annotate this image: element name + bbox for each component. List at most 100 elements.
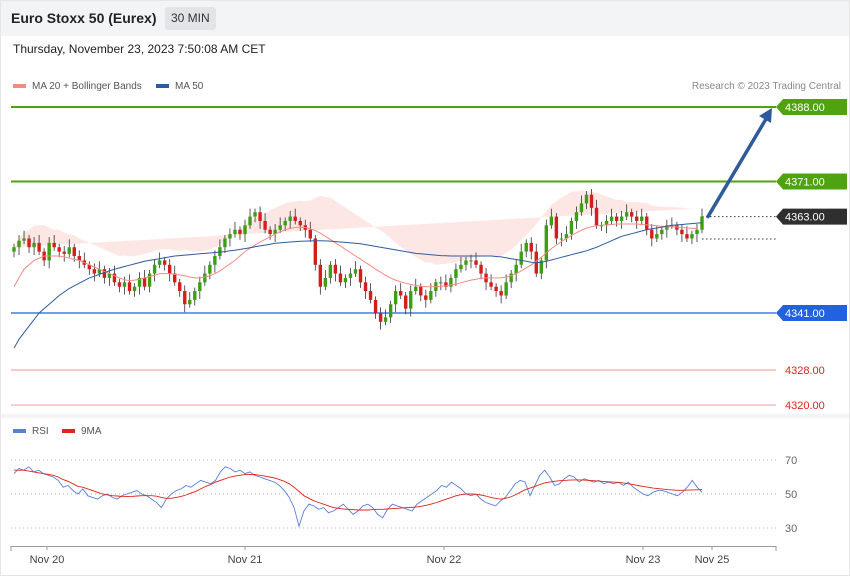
candle [665,219,669,238]
candle-body [554,216,559,239]
candle-body [72,247,76,257]
candle-body [268,229,272,235]
timeframe-button[interactable]: 30 MIN [165,7,216,30]
candle-body [253,212,257,217]
candle-body [383,317,388,322]
candle-body [695,229,699,235]
candle-body [323,277,328,287]
candle [589,188,594,216]
candle [42,248,46,267]
candle [685,226,689,242]
candle-body [107,273,112,278]
candle-body [213,256,217,265]
candle [619,210,624,229]
candle-body [17,240,21,248]
candle-body [288,216,292,221]
candle-body [509,273,513,283]
candle-body [157,260,162,265]
candle [529,237,533,260]
candle-body [419,286,423,296]
candle-body [624,212,629,217]
candle-body [147,273,152,287]
candle [629,208,634,223]
candle-body [584,194,589,204]
candle [228,228,232,247]
candle-body [685,234,689,239]
instrument-title: Euro Stoxx 50 (Eurex) [11,10,157,26]
legend-9ma-swatch [62,429,75,434]
candle-body [439,282,443,284]
ma50-line [13,222,703,349]
candle [137,272,142,295]
candle-body [444,282,448,287]
x-label-Nov 20: Nov 20 [30,554,65,566]
candle [604,215,609,234]
candle-body [464,260,468,265]
candle [283,217,287,232]
candle [635,210,639,229]
candle [72,243,76,262]
candle-body [680,229,684,235]
candle-body [243,225,247,235]
bollinger-band [14,190,692,265]
candle-body [690,234,694,239]
rsi-tick-70: 70 [785,455,797,467]
candle-body [640,216,644,221]
legend-rsi-swatch [13,429,26,434]
candle-body [173,273,177,283]
candle [519,243,523,269]
candle [524,239,528,258]
candle [509,270,513,289]
candle [409,285,413,317]
candle [263,213,267,234]
candle [624,204,629,221]
candle [57,243,61,258]
candle-body [52,242,56,248]
candle-body [358,269,363,283]
candle [484,267,488,291]
legend-ma20: MA 20 + Bollinger Bands [13,81,142,92]
candle [298,217,302,232]
price-tag-text: 4341.00 [785,308,825,320]
candle [87,261,92,275]
candle-body [539,260,543,274]
candle-body [27,238,31,248]
candle-body [92,269,97,274]
candle-body [32,242,36,248]
candle [27,234,31,253]
candle-body [373,299,378,313]
candle-body [459,264,463,270]
candle [363,276,368,299]
candle-body [449,277,453,287]
candle-body [178,282,182,292]
legend-9ma: 9MA [62,426,102,437]
candle-body [37,242,41,252]
candle-body [660,229,664,235]
candle-body [338,273,343,283]
candle [102,265,107,284]
candle-body [102,269,107,278]
price-label-4328.00: 4328.00 [785,365,825,377]
candle [77,250,81,269]
candle-body [152,264,157,274]
candle [574,206,579,229]
candle [650,224,654,247]
price-tag-bg [776,208,847,225]
candle-body [368,291,373,300]
candle-body [117,282,122,287]
candle-body [97,269,102,274]
candle [338,265,343,286]
panel-divider [0,414,850,418]
candle-body [308,229,312,239]
x-label-Nov 25: Nov 25 [695,554,730,566]
candle [444,274,448,291]
candle-body [343,277,348,283]
candle-body [645,216,649,230]
candle [293,208,297,225]
candle [599,221,604,232]
candle-body [333,264,338,274]
candle-body [519,251,523,265]
credit-text: Research © 2023 Trading Central [691,81,841,92]
price-tag-bg [776,173,847,190]
